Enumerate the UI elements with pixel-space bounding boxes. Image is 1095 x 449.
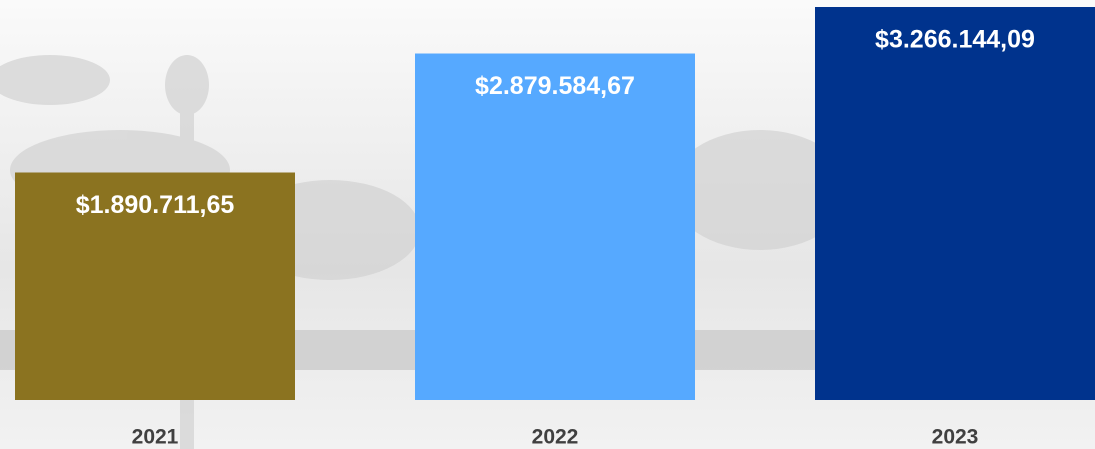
x-tick-label: 2023: [932, 426, 979, 449]
x-tick-label: 2021: [132, 426, 179, 449]
bar: [15, 172, 295, 400]
bar: [815, 7, 1095, 400]
value-label: $1.890.711,65: [76, 191, 235, 219]
x-tick-label: 2022: [532, 426, 579, 449]
value-label: $2.879.584,67: [475, 72, 635, 100]
bar: [415, 53, 695, 400]
value-label: $3.266.144,09: [875, 26, 1035, 54]
